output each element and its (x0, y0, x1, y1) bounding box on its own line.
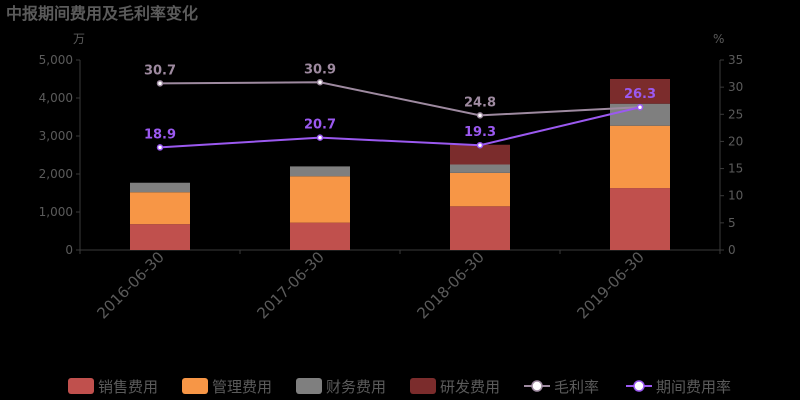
data-label: 24.8 (464, 95, 496, 110)
x-axis-ticks: 2016-06-30 2017-06-30 2018-06-30 2019-06-30 (79, 248, 721, 322)
legend-marker-5 (531, 380, 543, 392)
legend-label: 销售费用 (98, 378, 158, 396)
bar-segment-2 (610, 125, 670, 189)
left-tick-label: 0 (65, 243, 73, 257)
legend-label: 期间费用率 (656, 378, 731, 396)
series-line-1 (159, 81, 641, 117)
legend-swatch-3 (296, 378, 322, 394)
series-line-2 (159, 106, 641, 149)
right-tick-label: 5 (728, 216, 736, 230)
left-tick-label: 2,000 (39, 167, 73, 181)
legend-marker-6 (633, 380, 645, 392)
bar-segment-2 (450, 172, 510, 207)
right-axis-ticks: 0 5 10 15 20 25 30 35 (720, 53, 743, 257)
left-tick-label: 5,000 (39, 53, 73, 67)
rate-lines (156, 79, 644, 151)
legend-label: 管理费用 (212, 378, 272, 396)
bar-segment-3 (290, 166, 350, 177)
data-label: 20.7 (304, 118, 336, 133)
bar-segment-3 (450, 164, 510, 173)
legend-swatch-4 (410, 378, 436, 394)
series-point-1 (156, 80, 164, 87)
left-tick-label: 3,000 (39, 129, 73, 143)
x-tick-label: 2019-06-30 (573, 248, 647, 322)
legend-swatch-1 (68, 378, 94, 394)
series-point-1 (316, 79, 324, 86)
left-tick-label: 4,000 (39, 91, 73, 105)
bar-segment-1 (610, 188, 670, 250)
series-point-1 (476, 112, 484, 119)
x-tick-label: 2017-06-30 (253, 248, 327, 322)
bar-segment-1 (290, 222, 350, 250)
right-tick-label: 20 (728, 134, 743, 148)
left-axis-ticks: 0 1,000 2,000 3,000 4,000 5,000 (39, 53, 80, 257)
x-tick-label: 2018-06-30 (413, 248, 487, 322)
series-point-2 (636, 103, 644, 111)
bar-segment-2 (130, 192, 190, 225)
legend-label: 财务费用 (326, 378, 386, 396)
bar-segment-1 (450, 206, 510, 250)
right-tick-label: 15 (728, 162, 743, 176)
data-label: 18.9 (144, 127, 176, 142)
right-tick-label: 35 (728, 53, 743, 67)
bar-segment-3 (610, 103, 670, 126)
bar-segment-1 (130, 224, 190, 250)
legend: 销售费用 管理费用 财务费用 研发费用 毛利率 期间费用率 (68, 378, 731, 396)
left-axis-unit: 万 (73, 32, 85, 46)
legend-label: 研发费用 (440, 378, 500, 396)
left-tick-label: 1,000 (39, 205, 73, 219)
right-tick-label: 10 (728, 189, 743, 203)
right-tick-label: 30 (728, 80, 743, 94)
right-tick-label: 25 (728, 107, 743, 121)
series-point-2 (156, 144, 164, 151)
right-axis-unit: % (713, 32, 724, 46)
legend-swatch-2 (182, 378, 208, 394)
bar-segment-2 (290, 176, 350, 223)
data-label: 30.9 (304, 62, 336, 77)
bar-segment-4 (450, 144, 510, 165)
data-label: 26.3 (624, 87, 656, 102)
x-tick-label: 2016-06-30 (93, 248, 167, 322)
series-point-2 (316, 134, 324, 141)
legend-label: 毛利率 (554, 378, 599, 396)
data-label: 30.7 (144, 63, 176, 78)
right-tick-label: 0 (728, 243, 736, 257)
data-label: 19.3 (464, 125, 496, 140)
series-point-2 (476, 141, 484, 149)
chart-title: 中报期间费用及毛利率变化 (6, 4, 198, 23)
bar-segment-4 (610, 79, 670, 104)
data-labels: 30.7 30.9 24.8 18.9 20.7 19.3 26.3 (144, 62, 656, 142)
stacked-bars (130, 79, 670, 250)
bar-segment-3 (130, 182, 190, 193)
